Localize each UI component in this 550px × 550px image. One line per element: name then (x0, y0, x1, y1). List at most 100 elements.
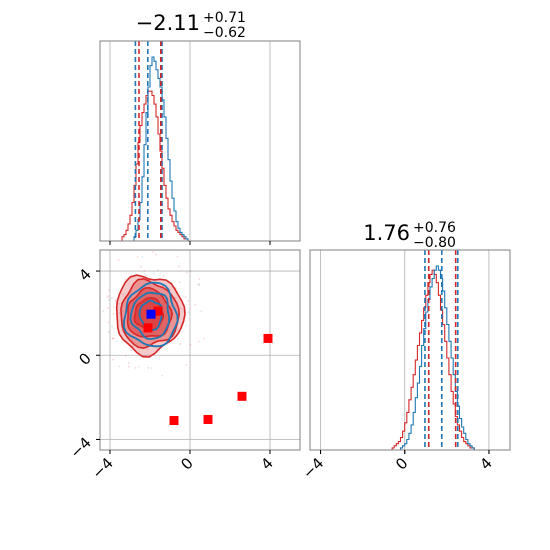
scatter-sample-point-84 (91, 296, 93, 298)
scatter-sample-point-12 (178, 281, 181, 284)
blue-contour-level-1 (129, 291, 171, 340)
scatter-sample-point-51 (177, 337, 179, 340)
h2-xtick-label-1: 0 (392, 454, 411, 473)
scatter-xtick-label-0: −4 (88, 454, 116, 482)
scatter-ytick-label-1: 0 (75, 349, 94, 368)
scatter-sample-point-77 (194, 303, 197, 306)
histogram-param1-frame (99, 40, 301, 242)
scatter-sample-point-50 (185, 271, 188, 274)
scatter-sample-point-8 (132, 345, 135, 348)
scatter-sample-point-0 (102, 310, 105, 313)
blue-contour-level-2 (138, 299, 163, 332)
histogram-param2: −4 0 4 1.76 +0.76 −0.80 (299, 220, 511, 482)
scatter-sample-point-78 (110, 296, 113, 299)
scatter-sample-point-18 (111, 325, 114, 328)
scatter-sample-point-82 (125, 354, 127, 357)
scatter-sample-point-76 (162, 274, 165, 277)
scatter-sample-point-81 (189, 270, 192, 273)
scatter-sample-point-2 (106, 296, 109, 299)
histogram-param1-ticks (109, 241, 271, 245)
histogram-param1: −2.11 +0.71 −0.62 (99, 10, 301, 245)
scatter-sample-point-64 (156, 347, 159, 350)
scatter-sample-point-74 (197, 284, 200, 287)
scatter-sample-point-53 (134, 366, 137, 369)
scatter-sample-point-5 (136, 256, 139, 258)
scatter-sample-point-71 (117, 258, 120, 261)
scatter-param1-param2: −4 0 4 −4 0 4 (66, 249, 301, 482)
scatter-sample-point-19 (178, 265, 180, 268)
scatter-sample-point-32 (97, 291, 99, 293)
scatter-sample-point-29 (127, 362, 130, 364)
scatter-sample-point-48 (94, 297, 96, 299)
histogram-param1-grid (109, 41, 271, 241)
scatter-frame (99, 249, 301, 451)
histogram-param2-frame (309, 249, 511, 451)
scatter-sample-point-37 (185, 363, 188, 366)
scatter-xtick-label-2: 4 (257, 454, 276, 473)
scatter-sample-point-11 (202, 337, 205, 340)
scatter-contours (91, 250, 273, 426)
scatter-sample-point-22 (152, 251, 154, 254)
h2-red-histogram (391, 269, 475, 450)
scatter-sample-point-68 (107, 307, 110, 309)
scatter-sample-point-3 (197, 283, 200, 286)
scatter-sample-point-60 (118, 312, 121, 314)
scatter-sample-point-73 (143, 269, 146, 272)
scatter-sample-point-16 (176, 255, 179, 258)
red-square-marker-4 (203, 414, 213, 424)
scatter-sample-point-75 (174, 296, 177, 299)
h2-xtick-label-0: −4 (299, 454, 327, 482)
histogram-param2-ticks: −4 0 4 (299, 450, 496, 482)
scatter-xtick-label-1: 0 (177, 454, 196, 473)
scatter-sample-point-35 (146, 348, 149, 351)
scatter-sample-point-25 (150, 367, 153, 370)
red-square-marker-3 (237, 391, 247, 401)
scatter-sample-point-79 (93, 329, 95, 331)
param2-title-median: 1.76 (363, 221, 410, 245)
scatter-sample-point-80 (107, 321, 110, 324)
scatter-sample-point-23 (113, 306, 115, 308)
scatter-sample-point-33 (108, 299, 110, 301)
red-square-marker-2 (263, 333, 273, 343)
scatter-sample-point-49 (111, 338, 114, 340)
scatter-sample-point-88 (91, 332, 93, 334)
blue-square-marker-0 (146, 309, 156, 319)
scatter-sample-point-36 (141, 255, 144, 258)
scatter-sample-point-28 (187, 299, 190, 302)
scatter-sample-point-21 (198, 282, 201, 285)
scatter-sample-point-31 (107, 294, 110, 297)
scatter-sample-point-7 (112, 312, 115, 315)
h1-blue-histogram (133, 56, 189, 241)
histogram-param2-grid (320, 250, 490, 450)
scatter-sample-point-54 (118, 365, 121, 368)
param1-title-minus: −0.62 (203, 25, 246, 41)
scatter-sample-point-55 (154, 253, 157, 256)
scatter-sample-point-85 (179, 343, 182, 346)
scatter-sample-point-61 (140, 265, 142, 268)
scatter-sample-point-38 (197, 340, 200, 343)
scatter-sample-point-39 (147, 366, 150, 369)
param2-title-minus: −0.80 (413, 235, 456, 251)
red-square-marker-5 (169, 416, 179, 426)
scatter-sample-point-58 (95, 327, 97, 329)
scatter-ytick-label-2: 4 (75, 265, 94, 284)
scatter-sample-point-47 (198, 278, 201, 280)
param1-title-plus: +0.71 (203, 10, 246, 26)
scatter-sample-point-9 (107, 331, 110, 333)
scatter-sample-point-17 (114, 300, 117, 302)
blue-contour-level-0 (122, 281, 179, 348)
scatter-sample-point-62 (184, 296, 187, 299)
scatter-sample-point-86 (98, 312, 100, 314)
scatter-sample-point-83 (189, 343, 192, 346)
scatter-sample-point-43 (127, 365, 130, 368)
histogram-param2-series (391, 250, 475, 450)
scatter-sample-point-4 (113, 337, 116, 340)
h1-red-histogram (121, 90, 189, 241)
scatter-sample-point-67 (122, 293, 125, 296)
scatter-sample-point-42 (156, 269, 159, 272)
scatter-ytick-label-0: −4 (66, 434, 94, 462)
scatter-sample-point-52 (180, 307, 183, 310)
param2-title-plus: +0.76 (413, 220, 456, 236)
h2-xtick-label-2: 4 (476, 454, 495, 473)
